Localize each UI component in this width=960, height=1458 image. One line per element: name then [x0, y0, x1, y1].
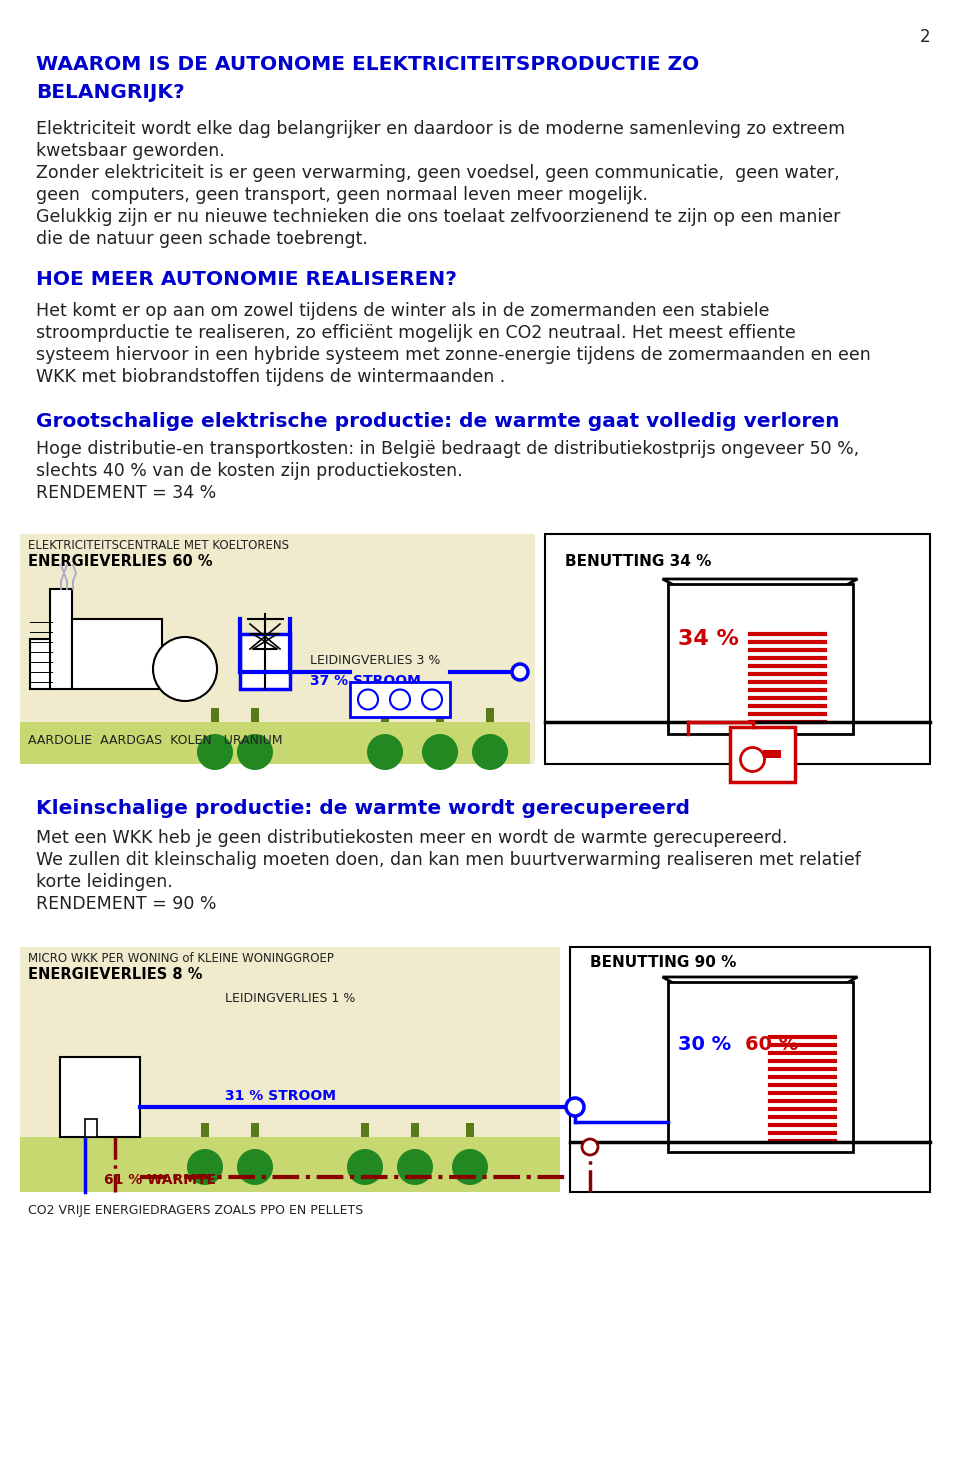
Polygon shape: [662, 579, 857, 631]
Text: Met een WKK heb je geen distributiekosten meer en wordt de warmte gerecupereerd.: Met een WKK heb je geen distributiekoste…: [36, 830, 787, 847]
Bar: [30, 639, 52, 690]
Circle shape: [347, 1149, 383, 1185]
Text: MICRO WKK PER WONING of KLEINE WONINGGROEP: MICRO WKK PER WONING of KLEINE WONINGGRO…: [28, 952, 334, 965]
Bar: [60, 1057, 140, 1137]
Text: RENDEMENT = 90 %: RENDEMENT = 90 %: [36, 895, 217, 913]
Text: 60 %: 60 %: [745, 1035, 799, 1054]
Text: geen  computers, geen transport, geen normaal leven meer mogelijk.: geen computers, geen transport, geen nor…: [36, 187, 648, 204]
Polygon shape: [662, 977, 857, 1032]
Circle shape: [472, 733, 508, 770]
Bar: [436, 709, 444, 722]
Text: Zonder elektriciteit is er geen verwarming, geen voedsel, geen communicatie,  ge: Zonder elektriciteit is er geen verwarmi…: [36, 163, 840, 182]
Text: systeem hiervoor in een hybride systeem met zonne-energie tijdens de zomermaande: systeem hiervoor in een hybride systeem …: [36, 346, 871, 364]
Text: BELANGRIJK?: BELANGRIJK?: [36, 83, 184, 102]
Text: Grootschalige elektrische productie: de warmte gaat volledig verloren: Grootschalige elektrische productie: de …: [36, 413, 839, 432]
Circle shape: [512, 663, 528, 679]
Bar: [667, 983, 852, 1152]
Bar: [667, 585, 852, 733]
Text: CO2 VRIJE ENERGIEDRAGERS ZOALS PPO EN PELLETS: CO2 VRIJE ENERGIEDRAGERS ZOALS PPO EN PE…: [28, 1204, 363, 1217]
Text: BENUTTING 90 %: BENUTTING 90 %: [590, 955, 736, 970]
Bar: [72, 620, 162, 690]
Circle shape: [582, 1139, 598, 1155]
Circle shape: [452, 1149, 488, 1185]
Text: WKK met biobrandstoffen tijdens de wintermaanden .: WKK met biobrandstoffen tijdens de winte…: [36, 367, 505, 386]
Bar: [211, 709, 219, 722]
Text: stroomprductie te realiseren, zo efficiënt mogelijk en CO2 neutraal. Het meest e: stroomprductie te realiseren, zo efficië…: [36, 324, 796, 343]
Text: Hoge distributie-en transportkosten: in België bedraagt de distributiekostprijs : Hoge distributie-en transportkosten: in …: [36, 440, 859, 458]
Text: We zullen dit kleinschalig moeten doen, dan kan men buurtverwarming realiseren m: We zullen dit kleinschalig moeten doen, …: [36, 851, 861, 869]
Bar: [762, 749, 780, 758]
Text: LEIDINGVERLIES 3 %: LEIDINGVERLIES 3 %: [310, 655, 441, 666]
Text: die de natuur geen schade toebrengt.: die de natuur geen schade toebrengt.: [36, 230, 368, 248]
Circle shape: [397, 1149, 433, 1185]
Bar: [20, 1137, 560, 1193]
Text: RENDEMENT = 34 %: RENDEMENT = 34 %: [36, 484, 216, 502]
Circle shape: [422, 690, 442, 710]
Bar: [411, 1123, 419, 1137]
Bar: [730, 728, 795, 781]
Text: Gelukkig zijn er nu nieuwe technieken die ons toelaat zelfvoorzienend te zijn op: Gelukkig zijn er nu nieuwe technieken di…: [36, 208, 840, 226]
Bar: [20, 534, 535, 764]
Text: Elektriciteit wordt elke dag belangrijker en daardoor is de moderne samenleving : Elektriciteit wordt elke dag belangrijke…: [36, 120, 845, 139]
Text: LEIDINGVERLIES 1 %: LEIDINGVERLIES 1 %: [225, 991, 355, 1005]
Text: slechts 40 % van de kosten zijn productiekosten.: slechts 40 % van de kosten zijn producti…: [36, 462, 463, 480]
Bar: [350, 682, 450, 717]
Bar: [381, 709, 389, 722]
Bar: [545, 534, 930, 764]
Text: kwetsbaar geworden.: kwetsbaar geworden.: [36, 141, 225, 160]
Bar: [201, 1123, 209, 1137]
Text: ENERGIEVERLIES 60 %: ENERGIEVERLIES 60 %: [28, 554, 212, 569]
Text: WAAROM IS DE AUTONOME ELEKTRICITEITSPRODUCTIE ZO: WAAROM IS DE AUTONOME ELEKTRICITEITSPROD…: [36, 55, 699, 74]
Text: ENERGIEVERLIES 8 %: ENERGIEVERLIES 8 %: [28, 967, 203, 983]
Circle shape: [153, 637, 217, 701]
Text: Kleinschalige productie: de warmte wordt gerecupereerd: Kleinschalige productie: de warmte wordt…: [36, 799, 690, 818]
Text: 37 % STROOM: 37 % STROOM: [310, 674, 420, 688]
Text: Het komt er op aan om zowel tijdens de winter als in de zomermanden een stabiele: Het komt er op aan om zowel tijdens de w…: [36, 302, 770, 319]
Circle shape: [237, 733, 273, 770]
Bar: [85, 1118, 97, 1137]
Circle shape: [187, 1149, 223, 1185]
Text: 31 % STROOM: 31 % STROOM: [225, 1089, 336, 1104]
Text: CV: CV: [777, 746, 796, 760]
Text: 30 %: 30 %: [678, 1035, 731, 1054]
Bar: [486, 709, 494, 722]
Circle shape: [197, 733, 233, 770]
Circle shape: [566, 1098, 584, 1115]
Text: 61 % WARMTE: 61 % WARMTE: [104, 1174, 216, 1187]
Text: korte leidingen.: korte leidingen.: [36, 873, 173, 891]
Bar: [466, 1123, 474, 1137]
Bar: [50, 589, 72, 690]
Bar: [20, 722, 530, 764]
Text: 34 %: 34 %: [678, 628, 738, 649]
Circle shape: [367, 733, 403, 770]
Bar: [361, 1123, 369, 1137]
Bar: [20, 1137, 560, 1193]
Bar: [240, 634, 290, 690]
Text: BENUTTING 34 %: BENUTTING 34 %: [565, 554, 711, 569]
Circle shape: [237, 1149, 273, 1185]
Text: AARDOLIE  AARDGAS  KOLEN   URANIUM: AARDOLIE AARDGAS KOLEN URANIUM: [28, 733, 282, 746]
Text: 2: 2: [920, 28, 930, 47]
Circle shape: [740, 748, 764, 771]
Bar: [251, 1123, 259, 1137]
Text: HOE MEER AUTONOMIE REALISEREN?: HOE MEER AUTONOMIE REALISEREN?: [36, 270, 457, 289]
Circle shape: [358, 690, 378, 710]
Bar: [20, 948, 560, 1193]
Circle shape: [390, 690, 410, 710]
Text: ELEKTRICITEITSCENTRALE MET KOELTORENS: ELEKTRICITEITSCENTRALE MET KOELTORENS: [28, 539, 289, 553]
Bar: [251, 709, 259, 722]
Circle shape: [422, 733, 458, 770]
Bar: [570, 948, 930, 1193]
